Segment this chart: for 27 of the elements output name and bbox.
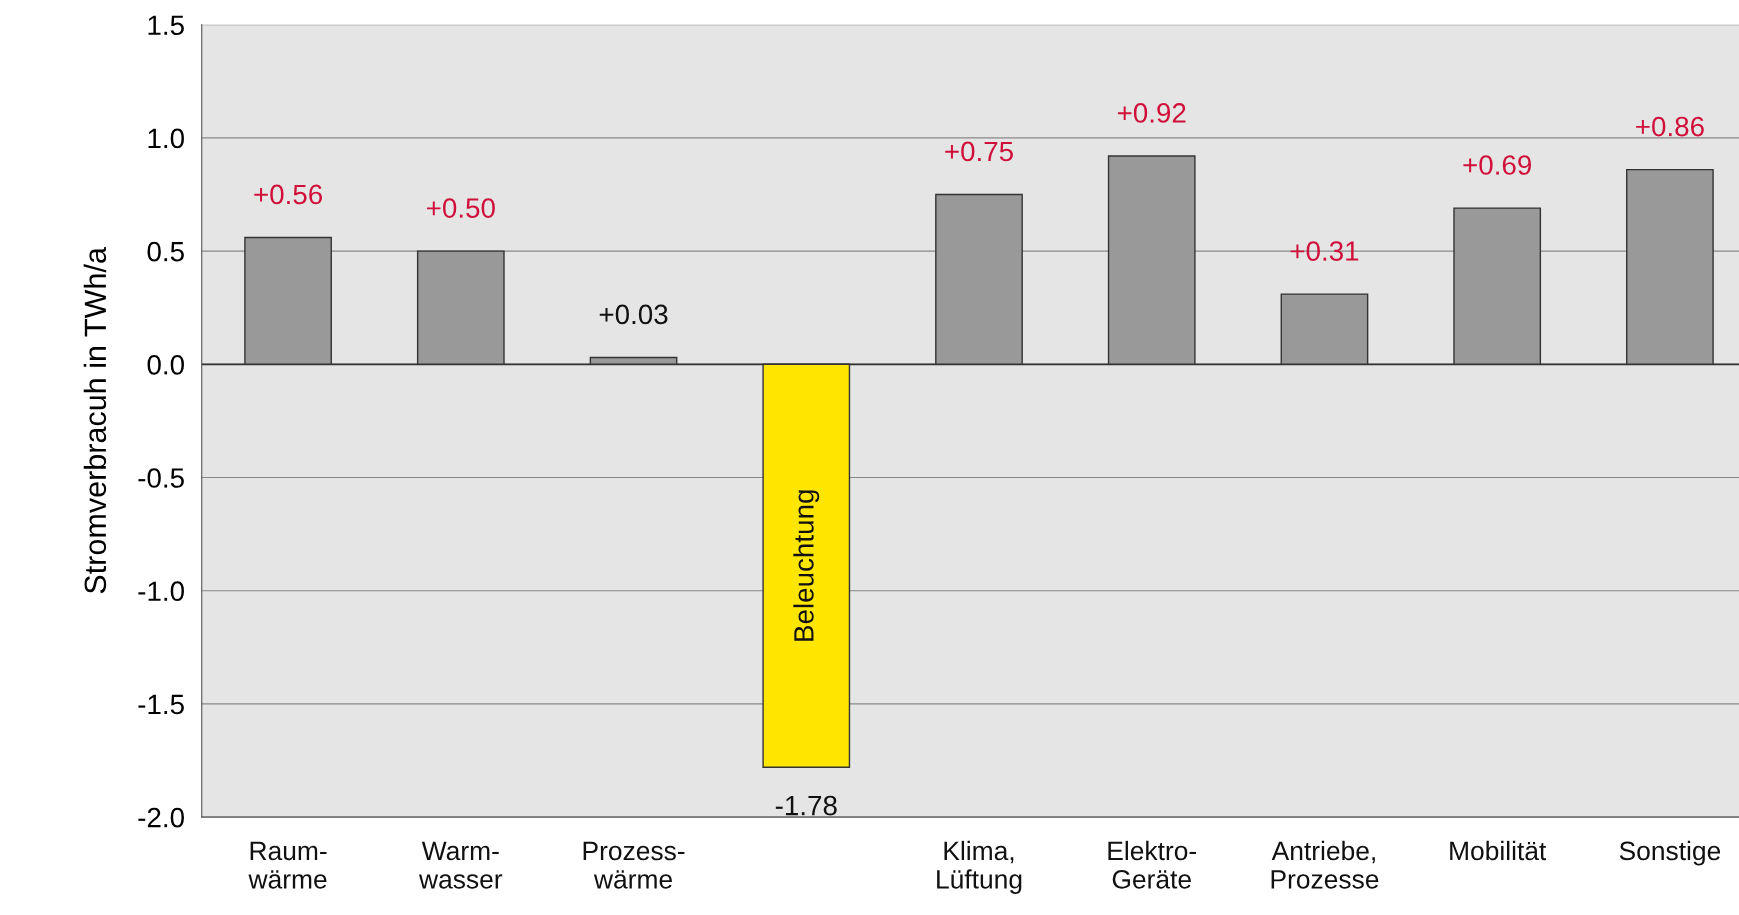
x-tick-label: Warm- wasser [418,841,503,889]
data-label: +0.03 [599,304,668,325]
y-tick-label: -1.5 [138,694,184,715]
x-tick-label: Prozess- wärme [583,841,685,889]
x-tick-label: Raum- wärme [248,841,327,889]
y-tick-label: -2.0 [138,807,184,828]
x-tick-label: Elektro- Geräte [1108,840,1197,889]
x-tick-label: Mobilität [1450,840,1547,861]
data-label: +0.86 [1636,116,1704,137]
y-tick-label: 0.0 [147,354,184,375]
data-label: +0.69 [1463,155,1532,175]
y-axis-title: Stromverbracuh in TWh/a [83,247,107,594]
y-tick-label: 0.5 [147,241,184,262]
data-label: +0.75 [945,141,1013,162]
x-tick-label: Beleuchtung [793,490,820,641]
y-tick-label: -1.0 [138,581,184,602]
data-label: -1.78 [775,795,837,816]
y-tick-label: 1.0 [148,128,184,149]
x-tick-label: Klima, Lüftung [937,840,1022,894]
data-label: +0.56 [254,184,323,205]
y-tick-label: -0.5 [138,468,184,488]
data-label: +0.92 [1117,103,1186,123]
x-tick-label: Antriebe, Prozesse [1271,840,1379,889]
x-tick-label: Sonstige [1619,840,1721,866]
data-label: +0.31 [1290,241,1359,261]
y-tick-label: 1.5 [148,15,184,36]
data-label: +0.50 [427,198,495,218]
